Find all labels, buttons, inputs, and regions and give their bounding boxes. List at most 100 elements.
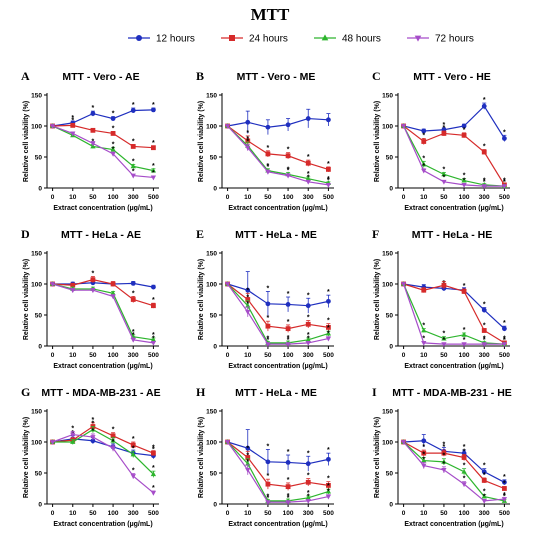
data-point bbox=[481, 342, 487, 348]
x-axis-label: Extract concentration (µg/mL) bbox=[228, 521, 327, 528]
significance-mark: * bbox=[503, 492, 506, 499]
x-tick-label: 0 bbox=[226, 510, 230, 517]
significance-mark: * bbox=[92, 271, 95, 278]
series-24-hours: * * * bbox=[50, 271, 156, 309]
panel-a: A MTT - Vero - AE 0 50 100 150 0 10 50 100 300 500 E… bbox=[21, 69, 159, 212]
significance-mark: * bbox=[267, 473, 270, 480]
significance-mark: * bbox=[287, 147, 290, 154]
significance-mark: * bbox=[267, 145, 270, 152]
x-axis-label: Extract concentration (µg/mL) bbox=[53, 363, 152, 370]
data-point bbox=[90, 435, 96, 440]
significance-mark: * bbox=[422, 132, 425, 139]
significance-mark: * bbox=[132, 290, 135, 297]
data-point bbox=[502, 479, 507, 485]
data-point bbox=[285, 484, 291, 490]
y-tick-label: 150 bbox=[206, 250, 217, 257]
x-tick-label: 50 bbox=[440, 194, 448, 201]
data-point bbox=[305, 479, 311, 485]
x-tick-label: 0 bbox=[402, 352, 406, 359]
data-point bbox=[49, 124, 56, 129]
significance-mark: * bbox=[246, 301, 249, 308]
significance-mark: * bbox=[422, 336, 425, 343]
y-tick-label: 150 bbox=[31, 408, 42, 415]
data-point bbox=[150, 175, 157, 181]
data-point bbox=[400, 440, 407, 445]
x-tick-label: 0 bbox=[51, 194, 55, 201]
data-point bbox=[285, 460, 291, 465]
x-axis-label: Extract concentration (µg/mL) bbox=[228, 205, 327, 212]
significance-mark: * bbox=[267, 336, 270, 343]
significance-mark: * bbox=[503, 481, 506, 488]
significance-mark: * bbox=[92, 428, 95, 435]
data-point bbox=[151, 303, 156, 309]
data-point bbox=[130, 163, 136, 169]
y-tick-label: 100 bbox=[206, 123, 217, 130]
series-24-hours: ***** bbox=[50, 417, 156, 456]
data-point bbox=[441, 467, 447, 473]
legend: 12 hours 24 hours 48 hours 72 hours bbox=[128, 34, 474, 45]
data-point bbox=[245, 445, 251, 451]
data-point bbox=[49, 282, 56, 287]
series-line bbox=[227, 283, 329, 345]
data-point bbox=[245, 287, 251, 293]
series-line bbox=[403, 283, 505, 330]
significance-mark: * bbox=[483, 144, 486, 151]
data-point bbox=[441, 282, 447, 288]
data-point bbox=[326, 456, 331, 462]
y-axis-label: Relative cell viability (%) bbox=[374, 101, 381, 182]
legend-item: 48 hours bbox=[314, 34, 381, 45]
y-axis-label: Relative cell viability (%) bbox=[23, 259, 30, 340]
x-tick-label: 10 bbox=[244, 510, 252, 517]
significance-mark: * bbox=[307, 473, 310, 480]
data-point bbox=[151, 284, 156, 290]
significance-mark: * bbox=[422, 163, 425, 170]
legend-label: 12 hours bbox=[156, 34, 195, 45]
data-point bbox=[305, 494, 311, 500]
x-tick-label: 300 bbox=[128, 510, 139, 517]
x-tick-label: 500 bbox=[323, 352, 334, 359]
series-line bbox=[52, 109, 154, 127]
data-point bbox=[151, 450, 156, 456]
significance-mark: * bbox=[327, 331, 330, 338]
data-point bbox=[245, 460, 251, 466]
significance-mark: * bbox=[112, 439, 115, 446]
data-point bbox=[326, 298, 331, 304]
series-12-hours bbox=[225, 108, 331, 135]
significance-mark: * bbox=[92, 105, 95, 112]
series-line bbox=[52, 279, 154, 307]
x-tick-label: 100 bbox=[283, 510, 294, 517]
series-line bbox=[227, 441, 329, 503]
significance-mark: * bbox=[246, 459, 249, 466]
data-point bbox=[326, 117, 331, 123]
data-point bbox=[461, 289, 467, 294]
series-line bbox=[403, 283, 505, 345]
series-48-hours: * * bbox=[49, 281, 157, 342]
data-point bbox=[481, 328, 487, 333]
significance-mark: * bbox=[152, 336, 155, 343]
series-24-hours: ***** bbox=[225, 439, 331, 491]
data-point bbox=[224, 124, 231, 129]
data-point bbox=[110, 294, 116, 300]
data-point bbox=[305, 340, 311, 346]
panel-f: F MTT - HeLa - HE 0 50 100 150 0 10 50 100 300 500 E… bbox=[372, 227, 510, 370]
y-tick-label: 150 bbox=[382, 408, 393, 415]
significance-mark: * bbox=[463, 327, 466, 334]
x-tick-label: 10 bbox=[244, 194, 252, 201]
y-tick-label: 100 bbox=[206, 281, 217, 288]
series-48-hours: ***** bbox=[224, 281, 332, 345]
y-axis-label: Relative cell viability (%) bbox=[198, 101, 205, 182]
data-point bbox=[502, 486, 507, 491]
data-point bbox=[421, 457, 427, 463]
x-tick-label: 100 bbox=[459, 194, 470, 201]
data-point bbox=[224, 282, 231, 287]
significance-mark: * bbox=[483, 302, 486, 309]
significance-mark: * bbox=[267, 443, 270, 450]
data-point bbox=[110, 446, 116, 452]
x-tick-label: 0 bbox=[402, 194, 406, 201]
x-axis-label: Extract concentration (µg/mL) bbox=[404, 521, 503, 528]
significance-mark: * bbox=[307, 494, 310, 501]
series-24-hours: *** * bbox=[50, 118, 156, 151]
data-point bbox=[461, 182, 467, 188]
x-tick-label: 500 bbox=[323, 510, 334, 517]
data-point bbox=[481, 478, 487, 483]
